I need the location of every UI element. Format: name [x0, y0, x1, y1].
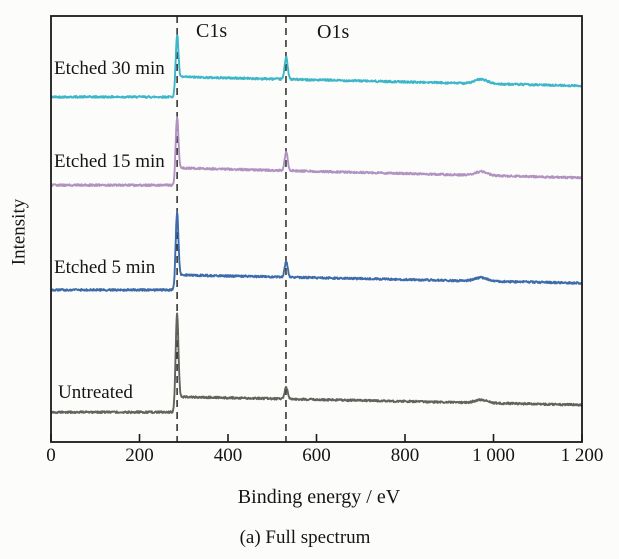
peak-annotation-c1s: C1s	[196, 20, 228, 42]
y-axis-title: Intensity	[8, 198, 30, 266]
x-tick-label: 200	[125, 445, 154, 466]
x-tick-label: 800	[390, 445, 420, 466]
spectrum-curve-etched-15-min	[50, 116, 583, 188]
peak-annotation-o1s: O1s	[317, 21, 350, 43]
series-label-etched-15-min: Etched 15 min	[54, 151, 165, 172]
x-tick-label: 0	[46, 445, 56, 466]
x-axis-title: Binding energy / eV	[237, 486, 401, 508]
x-tick-label: 400	[213, 445, 243, 466]
spectrum-curve-untreated	[50, 312, 583, 415]
series-label-etched-5-min: Etched 5 min	[54, 257, 156, 278]
x-tick-label: 1 000	[472, 445, 515, 466]
figure-caption: (a) Full spectrum	[239, 527, 371, 548]
spectrum-curve-etched-5-min	[50, 211, 583, 292]
spectrum-curve-etched-30-min	[50, 34, 583, 99]
series-label-untreated: Untreated	[58, 382, 133, 403]
series-label-etched-30-min: Etched 30 min	[54, 58, 165, 79]
x-tick-label: 1 200	[560, 445, 604, 466]
x-tick-label: 600	[302, 445, 331, 466]
